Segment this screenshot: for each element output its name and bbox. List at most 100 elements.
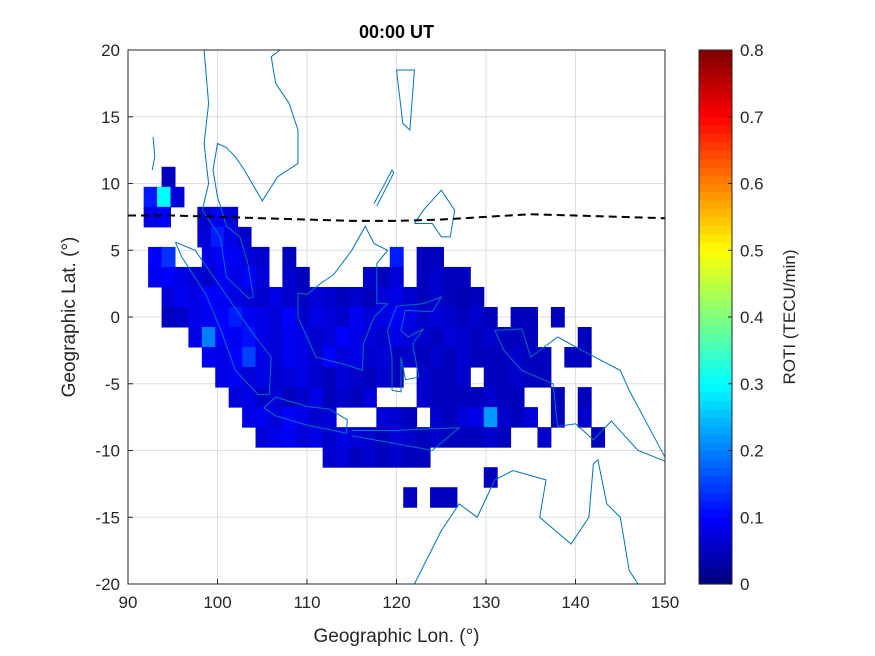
roti-cell [416,246,431,268]
roti-cell [483,427,498,448]
roti-cell [470,387,485,408]
roti-cell [443,427,458,448]
roti-cell [430,367,444,388]
colorbar-tick-label: 0.4 [740,308,764,327]
roti-cell [268,306,283,328]
roti-cell [430,487,444,508]
colorbar-segment [699,358,732,368]
y-tick-label: 20 [101,41,120,60]
colorbar-segment [699,408,732,418]
axis-ticks: 90 100 110 120 130 140 150 20 15 10 5 0 -5 -10 -15 -20 [95,41,679,612]
roti-cell [255,407,270,428]
colorbar-segment [699,475,732,485]
roti-cell [201,286,216,308]
roti-cell [362,306,377,328]
roti-cell [362,347,377,368]
colorbar-segment [699,383,732,393]
roti-cell [483,407,498,428]
x-tick-label: 140 [561,593,589,612]
colorbar-segment [699,525,732,535]
roti-cell [197,206,212,228]
roti-cell [322,367,337,388]
roti-cell [157,186,172,208]
roti-cell [201,347,216,368]
colorbar-segment [699,575,732,585]
roti-cell [470,286,485,308]
roti-cell [322,447,337,468]
roti-cell [430,407,444,428]
roti-cell [577,387,592,408]
roti-cell [389,266,404,288]
roti-cell [470,407,485,428]
roti-cell [443,327,458,348]
y-tick-label: 0 [111,308,120,327]
colorbar-segment [699,266,732,276]
roti-cell [456,327,471,348]
coastlines [151,49,666,585]
colorbar-segment [699,308,732,318]
roti-cell [403,407,418,428]
roti-cell [201,246,216,268]
roti-cell [456,286,471,308]
colorbar-label: ROTI (TECU/min) [780,249,799,384]
roti-cell [282,306,297,328]
roti-cell [174,266,189,288]
roti-cell [143,186,158,208]
coastline [387,296,443,393]
roti-cell [295,387,310,408]
roti-cell [170,186,185,208]
roti-cell [295,327,310,348]
roti-cell [215,286,230,308]
roti-cell [309,367,324,388]
roti-cell [349,427,364,448]
roti-cell [228,286,243,308]
colorbar-segment [699,508,732,518]
y-tick-label: -15 [95,508,120,527]
roti-cell [403,447,418,468]
roti-cell [443,407,458,428]
coastline [494,328,666,458]
colorbar-segment [699,233,732,243]
roti-cell [255,427,270,448]
colorbar-segment [699,258,732,268]
colorbar-segment [699,283,732,293]
roti-cell [201,327,216,348]
roti-cell [376,327,391,348]
colorbar-segment [699,342,732,351]
magnetic-equator-line [128,213,666,222]
roti-cell [242,407,257,428]
chart-title: 00:00 UT [359,22,434,42]
roti-cell [242,347,257,368]
coastline [373,169,395,207]
y-tick-label: -10 [95,442,120,461]
roti-cell [416,367,431,388]
roti-cell [510,387,525,408]
roti-cell [228,387,243,408]
roti-cell [242,286,257,308]
roti-cell [362,266,377,288]
roti-cell [403,306,418,328]
roti-cell [336,427,351,448]
roti-cell [430,327,444,348]
colorbar-tick-label: 0.8 [740,41,764,60]
roti-cell [174,306,189,328]
roti-cell [443,487,458,508]
colorbar-segment [699,400,732,410]
colorbar-segment [699,75,732,84]
roti-cell [376,347,391,368]
colorbar-segment [699,542,732,552]
roti-cell [255,387,270,408]
colorbar-segment [699,200,732,210]
roti-cell [349,367,364,388]
roti-cell [282,387,297,408]
roti-cell [443,266,458,288]
roti-cell [430,266,444,288]
roti-cell [362,367,377,388]
roti-cell [255,367,270,388]
roti-cell [282,266,297,288]
roti-cell [497,407,512,428]
roti-cell [403,286,418,308]
coastline [151,136,156,171]
roti-cell [282,286,297,308]
roti-cell [242,246,257,268]
